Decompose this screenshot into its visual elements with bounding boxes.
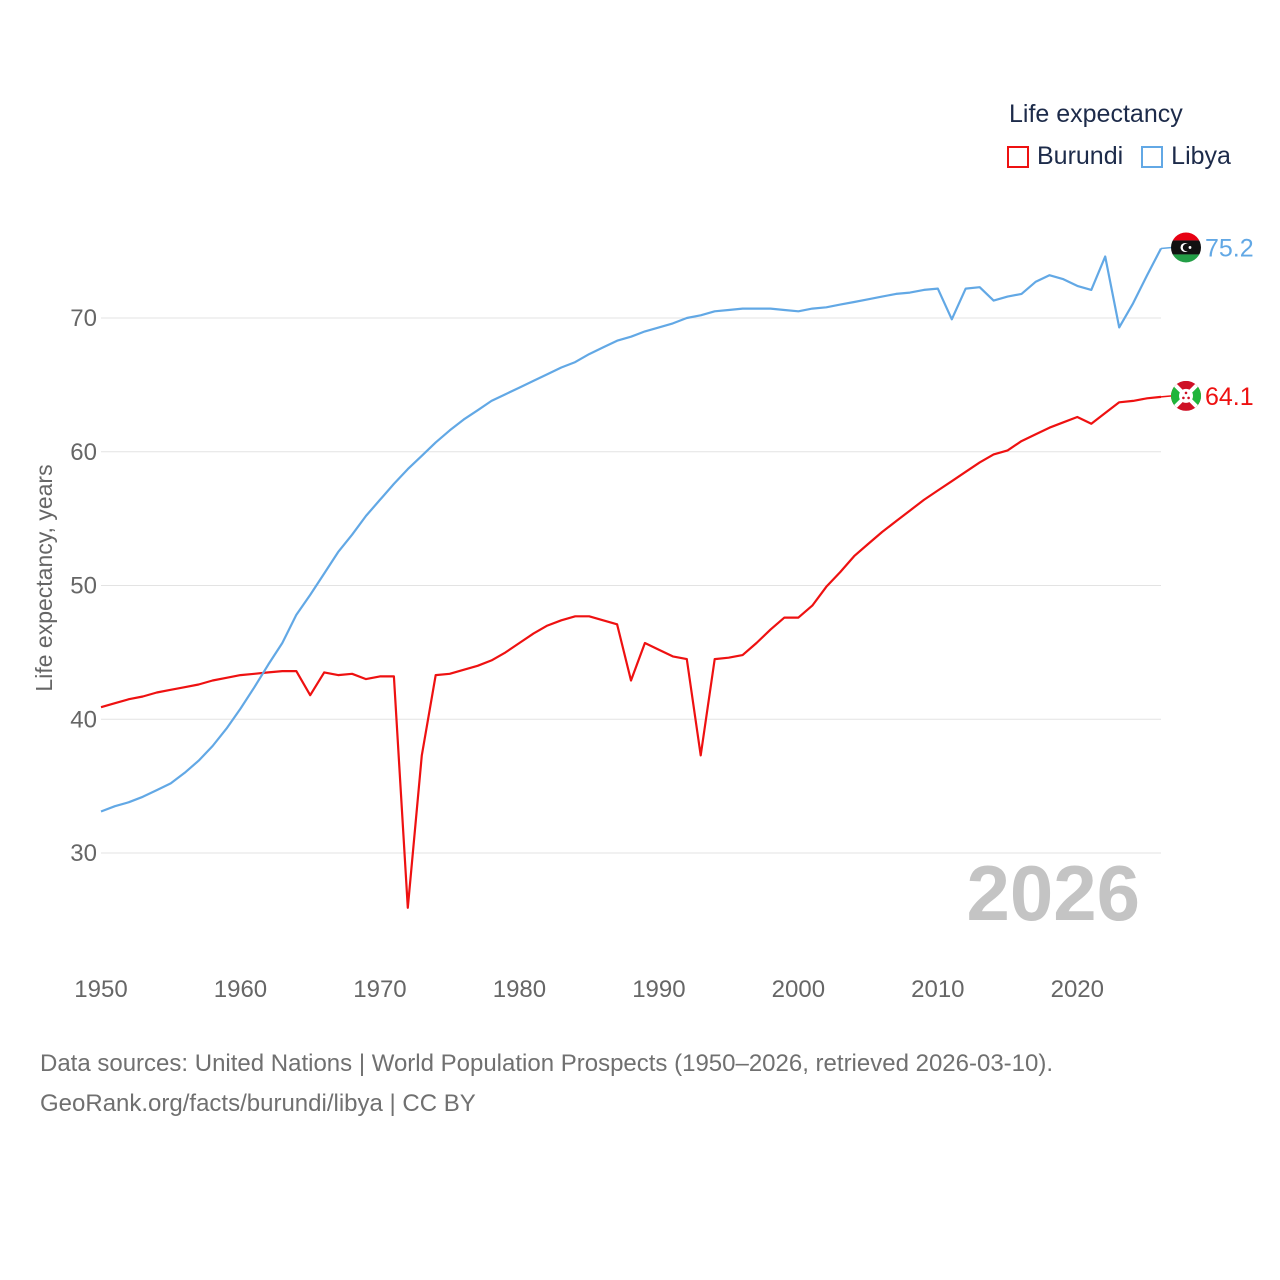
grid-lines [101, 317, 1161, 854]
x-tick-1950: 1950 [74, 976, 127, 1003]
y-tick-40: 40 [70, 706, 97, 733]
burundi-flag-icon [1171, 380, 1201, 411]
year-watermark: 2026 [966, 849, 1140, 937]
footer: Data sources: United Nations | World Pop… [40, 1044, 1053, 1124]
y-tick-60: 60 [70, 439, 97, 466]
x-tick-2010: 2010 [911, 976, 964, 1003]
x-tick-1990: 1990 [632, 976, 685, 1003]
x-tick-1980: 1980 [493, 976, 546, 1003]
libya-swatch-icon [1141, 145, 1164, 168]
x-axis-ticks: 1950 1960 1970 1980 1990 2000 2010 2020 [74, 976, 1104, 1003]
y-axis-label: Life expectancy, years [31, 464, 57, 691]
series-lines [100, 247, 1162, 909]
series-end-markers: 64.1 75.2 [1160, 232, 1254, 411]
end-label-libya: 75.2 [1205, 234, 1254, 262]
footer-link[interactable]: GeoRank.org/facts/burundi/libya | CC BY [40, 1090, 476, 1117]
x-tick-2020: 2020 [1051, 976, 1104, 1003]
y-tick-30: 30 [70, 840, 97, 867]
burundi-swatch-icon [1007, 145, 1029, 168]
x-tick-2000: 2000 [772, 976, 825, 1003]
legend: Burundi Libya [1007, 142, 1249, 171]
y-tick-50: 50 [70, 573, 97, 600]
end-connector-libya [1160, 246, 1173, 250]
footer-sources: Data sources: United Nations | World Pop… [40, 1050, 1054, 1077]
libya-flag-icon [1171, 232, 1201, 263]
legend-label-burundi: Burundi [1037, 142, 1124, 170]
end-label-burundi: 64.1 [1205, 383, 1254, 411]
legend-item-burundi[interactable]: Burundi [1007, 142, 1123, 171]
series-line-burundi[interactable] [100, 395, 1162, 909]
series-line-libya[interactable] [100, 247, 1162, 813]
legend-title: Life expectancy [1009, 100, 1183, 128]
y-tick-70: 70 [70, 305, 97, 332]
end-connector-burundi [1160, 395, 1173, 398]
y-axis-ticks: 30 40 50 60 70 [70, 305, 97, 867]
legend-label-libya: Libya [1171, 142, 1231, 170]
legend-item-libya[interactable]: Libya [1141, 142, 1231, 171]
x-tick-1960: 1960 [214, 976, 267, 1003]
x-tick-1970: 1970 [353, 976, 406, 1003]
